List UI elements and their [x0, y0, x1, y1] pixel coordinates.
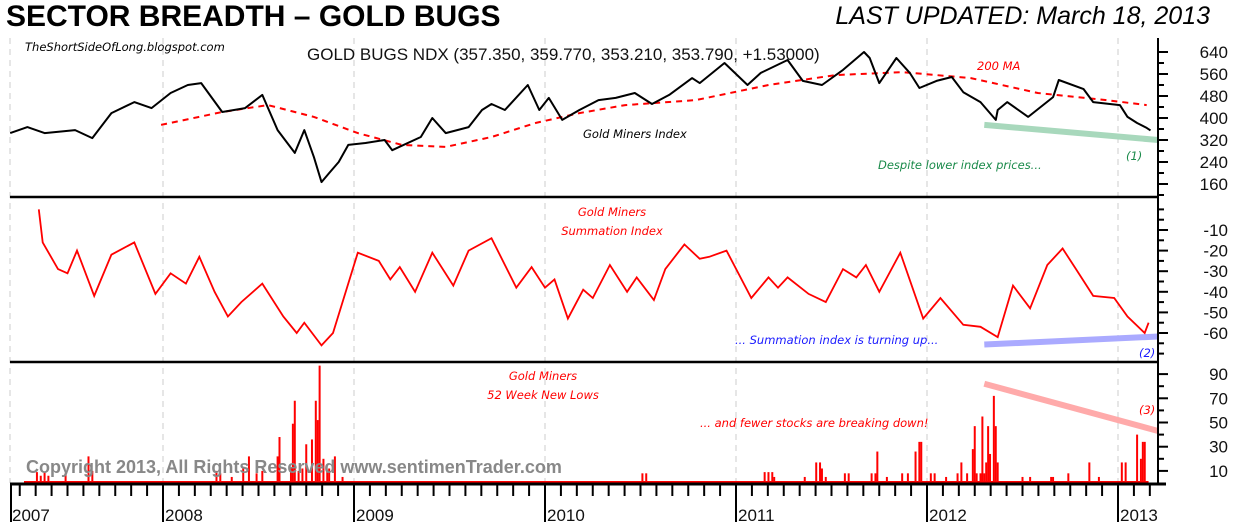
ma-200-line	[160, 71, 1147, 148]
new-lows-label-1: Gold Miners	[509, 369, 577, 383]
axes: 160 240 320 400 480 560 640 -10 -20-30 -40-50 -60 1…	[10, 38, 1228, 525]
x-tick-label-2008: 2008	[165, 506, 203, 525]
new-lows-trendline	[983, 380, 1159, 434]
note-3-number: (3)	[1139, 403, 1155, 417]
gold-miners-index-line	[9, 51, 1152, 184]
y-tick-label: 160	[1200, 175, 1228, 194]
note-1-number: (1)	[1126, 149, 1142, 163]
summation-index-line	[37, 209, 1150, 347]
x-tick-label-2010: 2010	[547, 506, 585, 525]
y-tick-label: -50	[1203, 303, 1228, 322]
y-tick-label: 70	[1209, 389, 1228, 408]
note-2-number: (2)	[1139, 346, 1155, 360]
page-title: SECTOR BREADTH – GOLD BUGS	[6, 0, 501, 33]
last-updated: LAST UPDATED: March 18, 2013	[835, 2, 1210, 30]
y-tick-label: 240	[1200, 153, 1228, 172]
copyright-watermark: Copyright 2013, All Rights Reserved www.…	[26, 457, 562, 477]
y-tick-label: -60	[1203, 324, 1228, 343]
x-tick-label-2007: 2007	[12, 506, 50, 525]
ma-label: 200 MA	[977, 59, 1021, 73]
index-label: Gold Miners Index	[583, 127, 687, 141]
y-tick-label: 560	[1200, 65, 1228, 84]
y-tick-label: -40	[1203, 283, 1228, 302]
ndx-header: GOLD BUGS NDX (357.350, 359.770, 353.210…	[307, 45, 820, 64]
y-tick-label: 320	[1200, 131, 1228, 150]
x-tick-label-2013: 2013	[1120, 506, 1158, 525]
year-gridlines	[9, 38, 1119, 483]
y-tick-label: 30	[1209, 438, 1228, 457]
summation-label-2: Summation Index	[561, 224, 663, 238]
new-lows-label-2: 52 Week New Lows	[487, 388, 599, 402]
note-2: ... Summation index is turning up...	[735, 333, 938, 347]
x-tick-label-2012: 2012	[929, 506, 967, 525]
blog-label: TheShortSideOfLong.blogspot.com	[25, 40, 225, 54]
y-tick-label: -20	[1203, 242, 1228, 261]
y-tick-label: 50	[1209, 414, 1228, 433]
summation-trendline	[984, 333, 1159, 348]
note-3: ... and fewer stocks are breaking down!	[700, 416, 928, 430]
summation-label-1: Gold Miners	[578, 205, 646, 219]
y-tick-label: 400	[1200, 109, 1228, 128]
y-tick-label: 640	[1200, 43, 1228, 62]
y-tick-label: -30	[1203, 262, 1228, 281]
x-tick-label-2011: 2011	[738, 506, 775, 525]
x-tick-label-2009: 2009	[356, 506, 394, 525]
y-tick-label: 90	[1209, 365, 1228, 384]
chart-marks	[9, 51, 1159, 483]
price-trendline	[984, 121, 1159, 143]
note-1: Despite lower index prices...	[878, 158, 1042, 172]
y-tick-label: 10	[1209, 462, 1228, 481]
y-tick-label: -10	[1203, 221, 1228, 240]
y-tick-label: 480	[1200, 87, 1228, 106]
